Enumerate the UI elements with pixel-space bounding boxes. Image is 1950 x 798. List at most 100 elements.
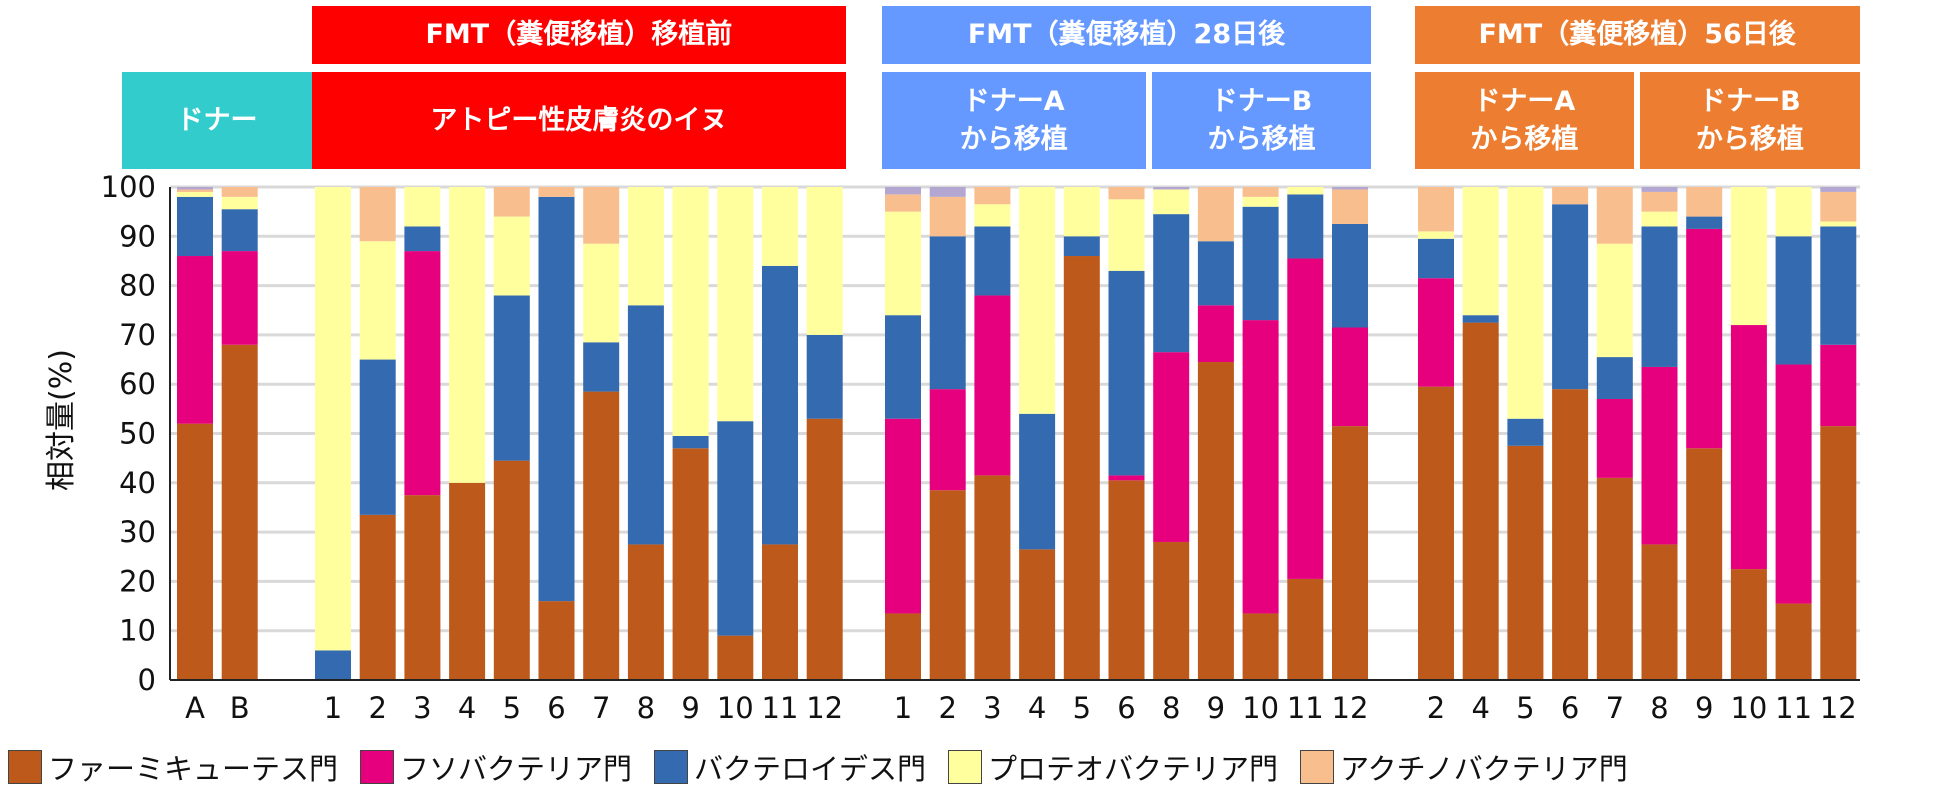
- bar-segment: [1552, 187, 1589, 205]
- bar-segment: [762, 187, 798, 266]
- x-tick-label: 11: [1775, 691, 1812, 725]
- bar-segment: [1596, 357, 1633, 399]
- legend-item: プロテオバクテリア門: [948, 746, 1278, 788]
- bar-segment: [885, 315, 921, 419]
- bar-segment: [1153, 541, 1190, 680]
- y-tick-label: 50: [119, 417, 156, 451]
- legend-swatch: [8, 750, 42, 784]
- bar-segment: [1596, 398, 1633, 478]
- bar-segment: [315, 187, 351, 651]
- y-tick-label: 20: [119, 564, 156, 598]
- bar-segment: [1462, 322, 1499, 680]
- header-pre-fmt: FMT（糞便移植）移植前: [311, 6, 847, 64]
- legend-item: アクチノバクテリア門: [1300, 746, 1628, 788]
- bar-segment: [315, 650, 351, 680]
- bar-segment: [493, 187, 530, 217]
- bar-segment: [929, 236, 966, 390]
- bar-segment: [1596, 187, 1633, 244]
- bar-segment: [1686, 228, 1723, 449]
- bar-segment: [583, 391, 620, 680]
- bar-segment: [1820, 187, 1857, 192]
- bar-segment: [177, 189, 213, 192]
- bar-segment: [1820, 221, 1857, 227]
- bar-segment: [1332, 223, 1368, 328]
- x-tick-label: A: [185, 691, 205, 725]
- x-tick-label: 1: [894, 691, 912, 725]
- bar-segment: [762, 265, 798, 545]
- y-tick-label: 30: [119, 515, 156, 549]
- bar-segment: [1108, 270, 1145, 476]
- header-28-days: FMT（糞便移植）28日後: [881, 6, 1372, 64]
- bar-segment: [493, 216, 530, 296]
- bar-segment: [1686, 187, 1723, 217]
- bar-segment: [1332, 426, 1368, 680]
- bar-segment: [1641, 226, 1678, 367]
- legend-label: フソバクテリア門: [400, 752, 633, 786]
- bar-segment: [885, 613, 921, 680]
- bar-segment: [1730, 325, 1767, 570]
- x-tick-label: 4: [458, 691, 476, 725]
- y-tick-label: 90: [119, 219, 156, 253]
- bar-segment: [1242, 320, 1279, 614]
- x-tick-label: 5: [503, 691, 521, 725]
- x-tick-label: 2: [1427, 691, 1445, 725]
- x-tick-label: 2: [938, 691, 956, 725]
- subheader-donor: ドナー: [122, 72, 312, 169]
- bar-segment: [974, 475, 1011, 680]
- x-tick-label: 12: [1820, 691, 1857, 725]
- x-tick-label: 10: [1242, 691, 1279, 725]
- bar-segment: [1242, 196, 1279, 207]
- x-tick-label: 8: [1650, 691, 1668, 725]
- bar-segment: [1507, 418, 1544, 446]
- bar-segment: [449, 482, 486, 680]
- bar-segment: [177, 187, 213, 190]
- x-tick-label: 6: [547, 691, 565, 725]
- bar-segment: [885, 187, 921, 195]
- bar-segment: [1063, 236, 1100, 257]
- x-tick-label: 11: [1287, 691, 1324, 725]
- bar-segment: [1108, 187, 1145, 200]
- x-tick-label: 5: [1073, 691, 1091, 725]
- x-tick-label: 12: [1332, 691, 1369, 725]
- x-tick-label: 12: [806, 691, 843, 725]
- bar-segment: [404, 226, 441, 252]
- subheader-56-donor-a: ドナーA から移植: [1414, 72, 1635, 169]
- bar-segment: [1197, 305, 1234, 363]
- subheader-28-donor-b: ドナーB から移植: [1151, 72, 1372, 169]
- x-tick-label: 10: [717, 691, 754, 725]
- bar-segment: [929, 187, 966, 197]
- bar-segment: [1153, 352, 1190, 542]
- x-tick-label: 6: [1117, 691, 1135, 725]
- legend-item: バクテロイデス門: [654, 746, 926, 788]
- bar-segment: [627, 544, 664, 680]
- bar-segment: [1019, 413, 1056, 550]
- bar-segment: [493, 295, 530, 461]
- bar-segment: [359, 514, 396, 680]
- legend-swatch: [948, 750, 983, 784]
- x-tick-label: 9: [1695, 691, 1713, 725]
- legend-label: ファーミキューテス門: [48, 752, 339, 786]
- bar-segment: [1019, 187, 1056, 414]
- bar-segment: [1287, 258, 1324, 579]
- bar-segment: [974, 295, 1011, 476]
- x-tick-label: 7: [592, 691, 610, 725]
- bar-segment: [1596, 243, 1633, 358]
- bar-segment: [1552, 204, 1589, 390]
- bar-segment: [1641, 366, 1678, 545]
- bar-segment: [359, 359, 396, 515]
- bar-segment: [717, 187, 754, 422]
- bar-segment: [1418, 238, 1454, 279]
- bar-segment: [1108, 199, 1145, 271]
- x-tick-label: 7: [1606, 691, 1624, 725]
- bar-segment: [885, 194, 921, 212]
- legend: ファーミキューテス門 フソバクテリア門 バクテロイデス門 プロテオバクテリア門 アクチノ…: [8, 745, 1650, 789]
- bar-segment: [177, 256, 213, 424]
- bar-segment: [404, 251, 441, 496]
- bar-segment: [1197, 362, 1234, 680]
- x-tick-label: B: [230, 691, 250, 725]
- x-tick-label: 11: [762, 691, 799, 725]
- bar-segment: [1507, 187, 1544, 419]
- bar-segment: [1197, 241, 1234, 306]
